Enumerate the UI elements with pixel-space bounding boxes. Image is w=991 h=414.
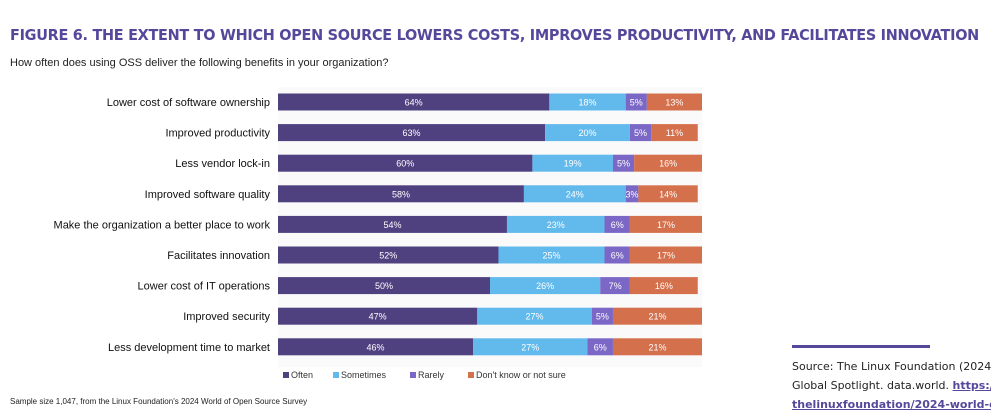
legend-label: Don't know or not sure xyxy=(476,370,566,380)
data-label: 11% xyxy=(666,128,683,138)
category-label: Lower cost of software ownership xyxy=(107,97,270,109)
data-label: 6% xyxy=(611,251,624,261)
source-line1: Source: The Linux Foundation (2024) xyxy=(792,360,991,373)
legend-swatch xyxy=(410,372,416,378)
bar-segment-often xyxy=(278,154,533,172)
bar-segment-don-t-know-or-not-sure xyxy=(638,185,698,203)
category-label: Facilitates innovation xyxy=(167,250,270,262)
data-label: 23% xyxy=(547,220,565,230)
bar-segment-don-t-know-or-not-sure xyxy=(629,246,702,264)
bar-segment-rarely xyxy=(587,338,613,356)
bar-segment-often xyxy=(278,215,507,233)
bar-segment-don-t-know-or-not-sure xyxy=(612,307,702,325)
data-label: 64% xyxy=(405,98,423,108)
legend-swatch xyxy=(468,372,474,378)
bar-segment-sometimes xyxy=(523,185,626,203)
data-label: 18% xyxy=(579,98,597,108)
category-label: Lower cost of IT operations xyxy=(138,281,271,293)
source-citation: Source: The Linux Foundation (2024) Glob… xyxy=(792,357,991,414)
bar-segment-rarely xyxy=(604,246,630,264)
data-label: 5% xyxy=(596,312,609,322)
category-label: Improved security xyxy=(183,311,270,323)
data-label: 5% xyxy=(630,98,643,108)
figure-title: FIGURE 6. THE EXTENT TO WHICH OPEN SOURC… xyxy=(10,26,979,44)
bar-segment-often xyxy=(278,124,546,142)
data-label: 17% xyxy=(657,220,675,230)
data-label: 52% xyxy=(379,251,397,261)
data-label: 60% xyxy=(396,159,414,169)
bar-segment-don-t-know-or-not-sure xyxy=(629,277,698,295)
bar-segment-often xyxy=(278,93,550,111)
bar-segment-sometimes xyxy=(549,93,626,111)
category-label: Less development time to market xyxy=(108,342,270,354)
bar-segment-rarely xyxy=(629,124,652,142)
bar-segment-often xyxy=(278,307,478,325)
data-label: 20% xyxy=(579,128,597,138)
data-label: 26% xyxy=(536,281,554,291)
data-label: 47% xyxy=(369,312,387,322)
data-label: 25% xyxy=(542,251,560,261)
data-label: 21% xyxy=(648,342,666,352)
bar-segment-sometimes xyxy=(490,277,601,295)
legend-label: Often xyxy=(291,370,313,380)
source-divider xyxy=(792,345,930,348)
category-label: Make the organization a better place to … xyxy=(54,219,271,231)
data-label: 3% xyxy=(626,189,639,199)
bar-segment-rarely xyxy=(625,185,639,203)
data-label: 17% xyxy=(657,251,675,261)
data-label: 63% xyxy=(403,128,421,138)
category-label: Less vendor lock-in xyxy=(175,158,270,170)
data-label: 27% xyxy=(526,312,544,322)
bar-segment-don-t-know-or-not-sure xyxy=(651,124,698,142)
bar-segment-rarely xyxy=(604,215,630,233)
bar-segment-rarely xyxy=(612,154,635,172)
data-label: 14% xyxy=(659,189,677,199)
data-label: 58% xyxy=(392,189,410,199)
bar-segment-sometimes xyxy=(473,338,588,356)
bar-segment-rarely xyxy=(591,307,613,325)
bar-segment-sometimes xyxy=(545,124,630,142)
bar-segment-sometimes xyxy=(477,307,592,325)
bar-segment-don-t-know-or-not-sure xyxy=(646,93,702,111)
data-label: 50% xyxy=(375,281,393,291)
legend-label: Sometimes xyxy=(341,370,387,380)
legend-swatch xyxy=(283,372,289,378)
bar-segment-sometimes xyxy=(532,154,613,172)
bar-segment-rarely xyxy=(625,93,647,111)
category-label: Improved productivity xyxy=(165,128,270,140)
data-label: 6% xyxy=(594,342,607,352)
legend-label: Rarely xyxy=(418,370,445,380)
data-label: 13% xyxy=(665,98,683,108)
bar-segment-often xyxy=(278,277,490,295)
source-line2: Global Spotlight. data.world. xyxy=(792,379,950,392)
legend-swatch xyxy=(333,372,339,378)
bar-segment-sometimes xyxy=(506,215,605,233)
data-label: 21% xyxy=(648,312,666,322)
bar-segment-sometimes xyxy=(498,246,605,264)
bar-segment-often xyxy=(278,185,524,203)
bar-segment-don-t-know-or-not-sure xyxy=(629,215,702,233)
category-label: Improved software quality xyxy=(145,189,271,201)
chart-subtitle: How often does using OSS deliver the fol… xyxy=(10,57,389,69)
data-label: 27% xyxy=(521,342,539,352)
data-label: 24% xyxy=(566,189,584,199)
source-link[interactable]: https:// xyxy=(952,379,991,392)
bar-segment-don-t-know-or-not-sure xyxy=(612,338,702,356)
sample-note: Sample size 1,047, from the Linux Founda… xyxy=(10,397,308,406)
bar-segment-often xyxy=(278,246,499,264)
bar-segment-don-t-know-or-not-sure xyxy=(634,154,702,172)
data-label: 19% xyxy=(564,159,582,169)
data-label: 7% xyxy=(609,281,622,291)
bar-segment-often xyxy=(278,338,474,356)
data-label: 16% xyxy=(655,281,673,291)
data-label: 46% xyxy=(367,342,385,352)
bar-segment-rarely xyxy=(600,277,630,295)
data-label: 6% xyxy=(611,220,624,230)
data-label: 5% xyxy=(617,159,630,169)
source-link-cont[interactable]: thelinuxfoundation/2024-world-of-c xyxy=(792,398,991,411)
data-label: 16% xyxy=(659,159,677,169)
data-label: 5% xyxy=(634,128,647,138)
data-label: 54% xyxy=(383,220,401,230)
